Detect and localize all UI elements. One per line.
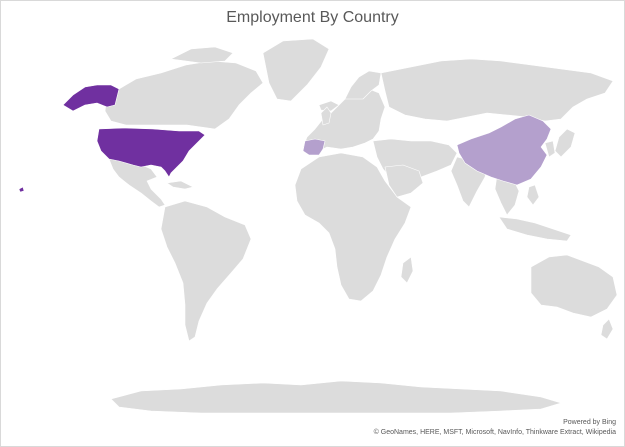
madagascar	[400, 256, 414, 284]
africa	[294, 152, 412, 302]
country-spain[interactable]	[302, 138, 326, 156]
map-attribution: Powered by Bing © GeoNames, HERE, MSFT, …	[374, 418, 616, 438]
russia	[380, 58, 614, 122]
arctic-islands	[170, 46, 234, 64]
new-zealand	[600, 318, 614, 340]
highlighted-countries	[18, 84, 552, 193]
japan	[554, 128, 576, 158]
country-hawaii-united-states[interactable]	[18, 186, 25, 193]
powered-by-text: Powered by Bing	[563, 419, 616, 426]
chart-title: Employment By Country	[226, 9, 399, 26]
country-china[interactable]	[456, 114, 552, 186]
caribbean	[166, 180, 194, 190]
arabian-peninsula	[384, 164, 424, 198]
country-united-states[interactable]	[96, 127, 206, 178]
country-alaska-united-states[interactable]	[62, 84, 120, 112]
british-isles	[320, 106, 332, 126]
australia	[530, 254, 618, 318]
sources-text: © GeoNames, HERE, MSFT, Microsoft, NavIn…	[373, 429, 616, 436]
south-america	[160, 200, 252, 342]
antarctica	[110, 380, 562, 414]
canada-region	[104, 60, 264, 130]
korean-peninsula	[544, 140, 556, 158]
greenland	[262, 38, 330, 102]
maritime-southeast-asia	[498, 216, 572, 242]
iceland	[318, 100, 340, 112]
philippines	[526, 184, 540, 206]
land-masses	[104, 38, 618, 414]
mexico-central-america	[108, 158, 166, 208]
